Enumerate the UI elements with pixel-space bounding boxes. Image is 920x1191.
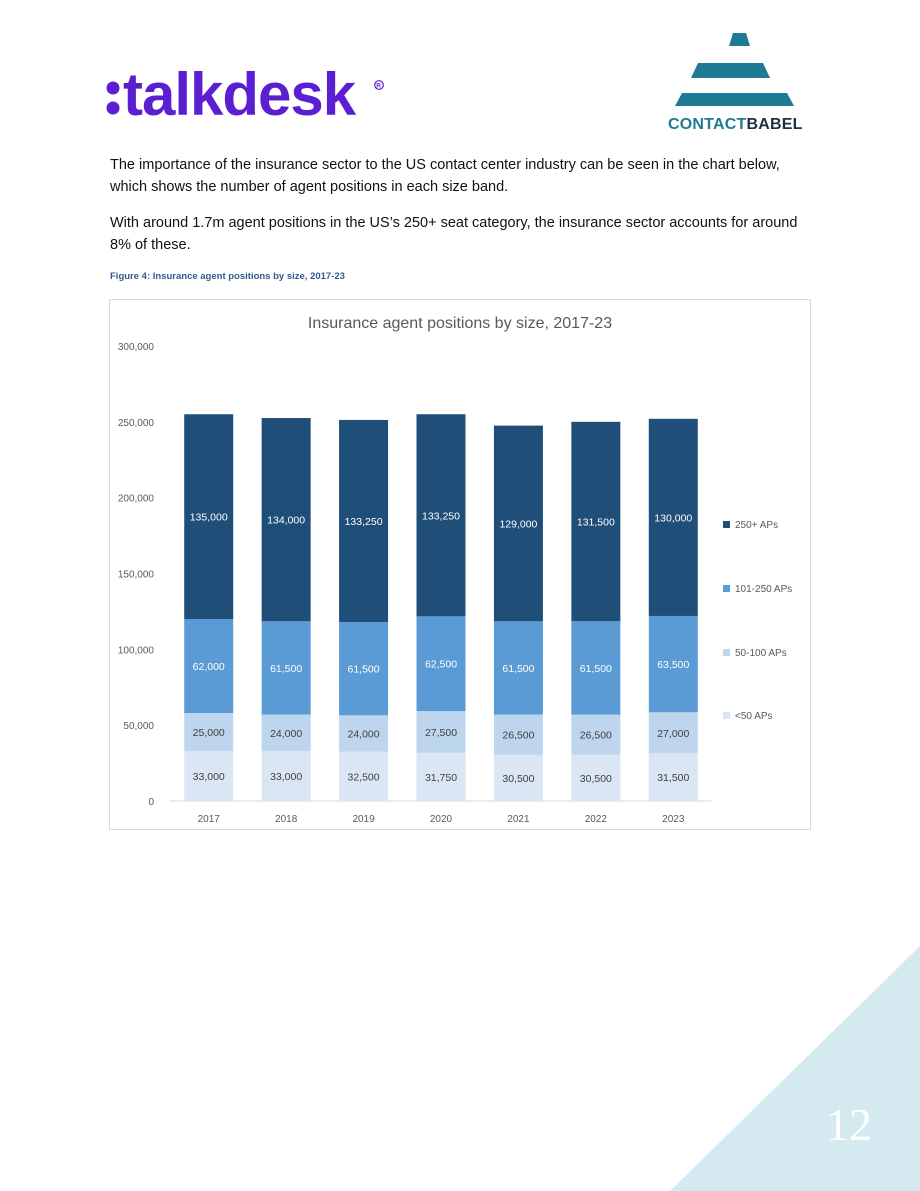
data-label: 63,500 <box>657 659 689 671</box>
bar-segment <box>648 712 698 754</box>
x-tick-label: 2018 <box>275 814 298 825</box>
bar-segment <box>493 425 543 622</box>
data-label: 30,500 <box>502 773 534 785</box>
bar-segment <box>184 414 234 619</box>
contactbabel-logo: CONTACTBABEL <box>660 32 810 137</box>
bar-segment <box>571 421 621 622</box>
bar-segment <box>184 750 234 801</box>
bar-segment <box>493 754 543 801</box>
page-number: 12 <box>826 1099 872 1150</box>
x-tick-label: 2020 <box>430 814 453 825</box>
bar-segment <box>261 750 311 801</box>
legend-swatch <box>723 585 730 592</box>
x-tick-label: 2019 <box>352 814 375 825</box>
bar-segment <box>261 714 311 751</box>
data-label: 135,000 <box>190 512 228 524</box>
legend-swatch <box>723 649 730 656</box>
y-tick-label: 300,000 <box>118 342 155 353</box>
bar-segment <box>261 418 311 622</box>
data-label: 24,000 <box>348 729 380 741</box>
x-tick-label: 2021 <box>507 814 530 825</box>
legend-label: 50-100 APs <box>735 648 787 659</box>
y-tick-label: 250,000 <box>118 418 155 429</box>
talkdesk-logo: talkdesk R <box>106 62 384 128</box>
data-label: 134,000 <box>267 515 305 527</box>
x-tick-label: 2023 <box>662 814 685 825</box>
bar-segment <box>493 621 543 715</box>
data-label: 33,000 <box>270 771 302 783</box>
data-label: 130,000 <box>654 512 692 524</box>
y-tick-label: 50,000 <box>123 721 154 732</box>
data-label: 24,000 <box>270 728 302 740</box>
legend-label: 101-250 APs <box>735 584 792 595</box>
data-label: 131,500 <box>577 517 615 529</box>
data-label: 133,250 <box>345 516 383 528</box>
data-label: 61,500 <box>348 664 380 676</box>
y-tick-label: 150,000 <box>118 570 155 581</box>
bar-segment <box>571 754 621 801</box>
figure-caption: Figure 4: Insurance agent positions by s… <box>110 271 345 282</box>
bar-segment <box>493 714 543 755</box>
y-tick-label: 0 <box>148 797 154 808</box>
legend-swatch <box>723 712 730 719</box>
bar-segment <box>184 713 234 751</box>
bar-segment <box>339 419 389 623</box>
bar-segment <box>261 621 311 715</box>
legend-label: 250+ APs <box>735 520 778 531</box>
contactbabel-logo-part1: CONTACT <box>668 116 747 133</box>
corner-triangle-decoration <box>670 946 920 1191</box>
bar-segment <box>339 751 389 801</box>
talkdesk-logo-text: talkdesk <box>123 62 357 128</box>
contactbabel-logo-part2: BABEL <box>746 116 803 133</box>
bar-segment <box>648 418 698 616</box>
bar-segment <box>648 753 698 801</box>
data-label: 25,000 <box>193 727 225 739</box>
bar-segment <box>416 752 466 801</box>
bar-segment <box>416 616 466 712</box>
data-label: 62,000 <box>193 661 225 673</box>
bar-segment <box>339 622 389 716</box>
contactbabel-pyramid-icon <box>675 33 794 106</box>
data-label: 30,500 <box>580 773 612 785</box>
legend-label: <50 APs <box>735 711 773 722</box>
summary-paragraph: With around 1.7m agent positions in the … <box>110 215 798 253</box>
bar-segment <box>571 714 621 755</box>
data-label: 61,500 <box>502 663 534 675</box>
data-label: 31,750 <box>425 772 457 784</box>
data-label: 27,500 <box>425 727 457 739</box>
data-label: 27,000 <box>657 728 689 740</box>
chart-title: Insurance agent positions by size, 2017-… <box>308 315 612 332</box>
x-tick-label: 2022 <box>585 814 608 825</box>
bar-segment <box>648 615 698 713</box>
data-label: 33,000 <box>193 771 225 783</box>
bar-segment <box>571 621 621 715</box>
data-label: 61,500 <box>580 663 612 675</box>
legend-swatch <box>723 521 730 528</box>
data-label: 31,500 <box>657 772 689 784</box>
bar-segment <box>339 715 389 752</box>
bar-segment <box>416 711 466 753</box>
chart-container: Insurance agent positions by size, 2017-… <box>109 299 811 830</box>
intro-paragraph: The importance of the insurance sector t… <box>110 157 780 195</box>
y-tick-label: 200,000 <box>118 494 155 505</box>
bar-segment <box>184 619 234 714</box>
data-label: 26,500 <box>580 730 612 742</box>
stacked-bar-chart: Insurance agent positions by size, 2017-… <box>118 315 792 825</box>
x-tick-label: 2017 <box>198 814 221 825</box>
data-label: 133,250 <box>422 510 460 522</box>
y-tick-label: 100,000 <box>118 645 155 656</box>
data-label: 26,500 <box>502 730 534 742</box>
data-label: 129,000 <box>499 518 537 530</box>
data-label: 32,500 <box>348 771 380 783</box>
svg-text:R: R <box>376 83 381 90</box>
bar-segment <box>416 414 466 617</box>
data-label: 62,500 <box>425 659 457 671</box>
data-label: 61,500 <box>270 663 302 675</box>
